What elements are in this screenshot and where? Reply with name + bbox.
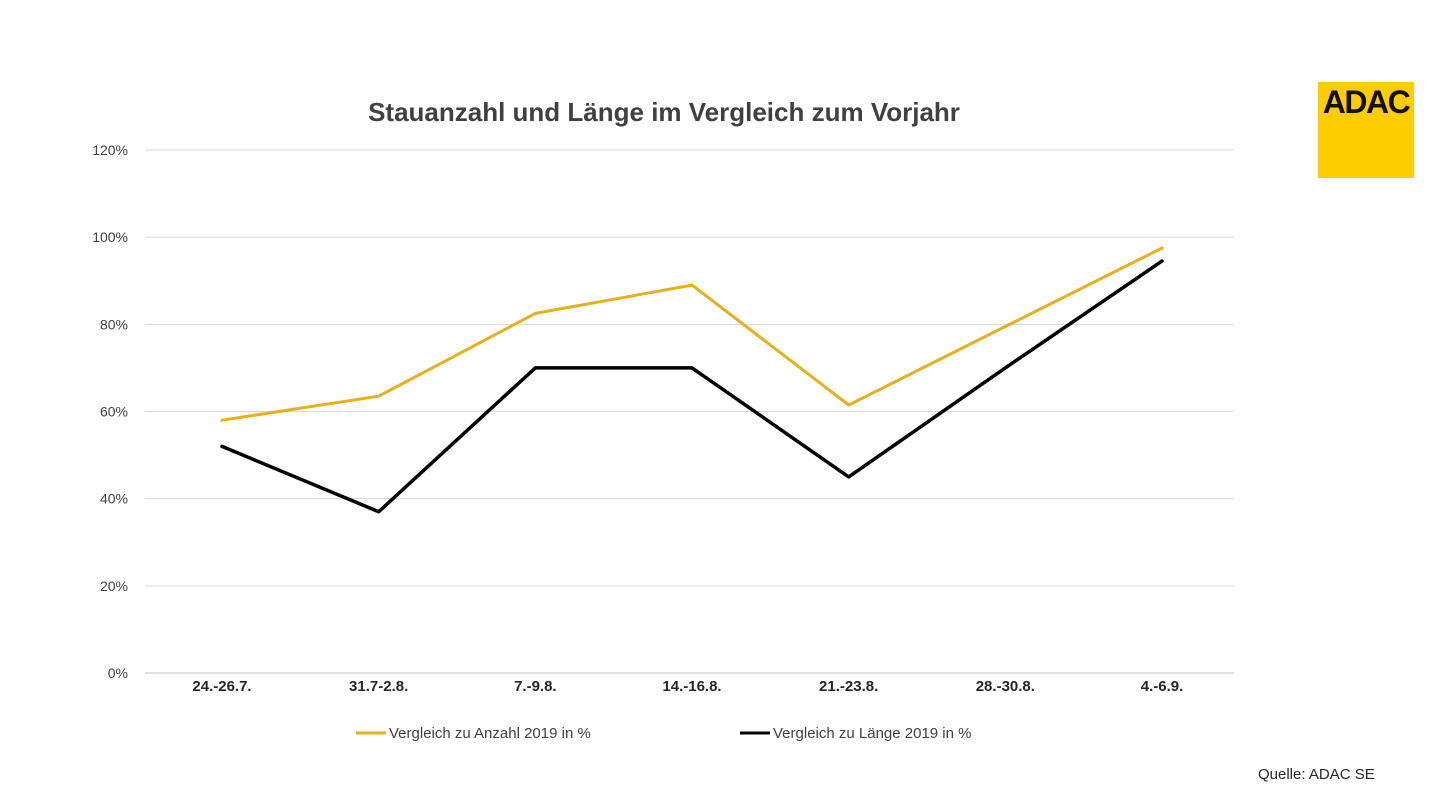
adac-logo: ADAC [1318, 82, 1414, 178]
data-point [1003, 325, 1007, 329]
data-point [533, 311, 537, 315]
x-tick-label: 7.-9.8. [514, 678, 557, 695]
data-point [533, 366, 537, 370]
legend-label: Vergleich zu Länge 2019 in % [773, 725, 971, 742]
legend-label: Vergleich zu Anzahl 2019 in % [389, 725, 591, 742]
x-tick-label: 14.-16.8. [662, 678, 721, 695]
data-point [1003, 366, 1007, 370]
legend: Vergleich zu Anzahl 2019 in % Vergleich z… [356, 725, 971, 742]
y-tick-label: 100% [92, 229, 128, 245]
data-point [847, 475, 851, 479]
y-tick-label: 80% [100, 316, 128, 332]
adac-logo-text: ADAC [1322, 84, 1411, 120]
data-point [220, 418, 224, 422]
data-point [377, 394, 381, 398]
data-point [847, 403, 851, 407]
x-tick-label: 4.-6.9. [1141, 678, 1184, 695]
y-tick-label: 60% [100, 404, 128, 420]
data-point [690, 366, 694, 370]
data-point [220, 444, 224, 448]
series-lines [220, 246, 1164, 514]
y-tick-label: 40% [100, 491, 128, 507]
chart-title: Stauanzahl und Länge im Vergleich zum Vo… [368, 97, 960, 127]
data-point [1160, 259, 1164, 263]
y-tick-label: 0% [108, 665, 128, 681]
x-tick-label: 31.7-2.8. [349, 678, 408, 695]
y-tick-label: 20% [100, 578, 128, 594]
data-point [690, 283, 694, 287]
data-point [1160, 246, 1164, 250]
source-note: Quelle: ADAC SE [1258, 766, 1375, 783]
x-tick-label: 24.-26.7. [192, 678, 251, 695]
x-tick-label: 21.-23.8. [819, 678, 878, 695]
x-tick-label: 28.-30.8. [976, 678, 1035, 695]
series-line-laenge [220, 259, 1164, 514]
x-axis-ticks: 24.-26.7. 31.7-2.8. 7.-9.8. 14.-16.8. 21.-23… [192, 678, 1183, 695]
data-point [377, 510, 381, 514]
y-axis-ticks: 0% 20% 40% 60% 80% 100% 120% [92, 142, 128, 681]
y-tick-label: 120% [92, 142, 128, 158]
series-line-anzahl [220, 246, 1164, 422]
gridlines [145, 149, 1234, 674]
